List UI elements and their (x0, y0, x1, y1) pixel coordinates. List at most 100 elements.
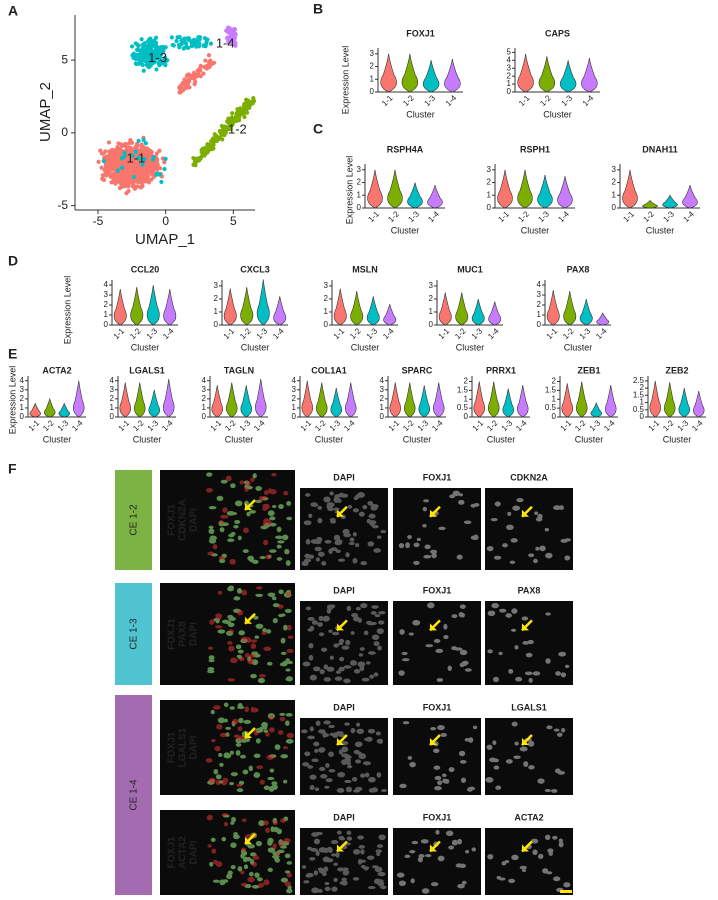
nucleus (346, 765, 353, 769)
cell-point (237, 114, 242, 119)
x-tick-label: 1-2 (238, 326, 253, 341)
nucleus (338, 558, 346, 562)
nucleus (338, 749, 344, 755)
nucleus (258, 882, 265, 887)
nucleus (210, 535, 215, 542)
nucleus (527, 639, 534, 645)
cell-point (111, 164, 117, 169)
x-tick-label: 1-4 (514, 418, 529, 433)
y-tick-label: 1 (214, 307, 219, 316)
nucleus (404, 854, 411, 859)
y-tick-label: 3 (324, 281, 329, 290)
nucleus (251, 884, 260, 889)
y-axis-title: Expression Level (344, 156, 354, 225)
violin (223, 288, 237, 326)
nucleus (437, 780, 443, 786)
nucleus (219, 762, 224, 767)
nucleus (285, 676, 293, 682)
nucleus (339, 656, 345, 662)
nucleus (253, 615, 259, 620)
nucleus (468, 737, 474, 743)
nucleus (333, 877, 338, 882)
cell-point (126, 189, 131, 194)
y-tick-label: 2 (507, 71, 512, 80)
nucleus (243, 719, 252, 724)
x-tick-label: 1-2 (348, 326, 363, 341)
nucleus (431, 552, 437, 559)
x-tick-label: 1-2 (561, 326, 576, 341)
nucleus (238, 630, 245, 636)
nucleus (237, 866, 243, 872)
cell-point (232, 27, 238, 32)
y-tick-label: 3 (292, 385, 297, 394)
nucleus (346, 836, 353, 841)
nucleus (377, 871, 386, 877)
nucleus (523, 761, 529, 767)
nucleus (375, 731, 381, 736)
nucleus (318, 747, 326, 753)
nucleus (311, 887, 320, 894)
nucleus (365, 620, 373, 625)
nucleus (341, 746, 349, 753)
nucleus (309, 774, 317, 780)
nucleus (227, 870, 233, 876)
nucleus (324, 886, 331, 892)
nucleus (373, 641, 380, 647)
nucleus (409, 849, 416, 854)
gene-title: MUC1 (457, 264, 483, 274)
nucleus (377, 620, 385, 625)
violin (407, 182, 423, 209)
nucleus (353, 668, 361, 674)
channel-title: DAPI (333, 812, 355, 822)
cell-point (217, 135, 222, 140)
y-tick-label: 0 (464, 412, 469, 421)
panel-letter: D (8, 253, 18, 269)
nucleus (250, 477, 255, 482)
nucleus (332, 732, 339, 738)
nucleus (228, 645, 235, 652)
nucleus (437, 724, 445, 731)
x-axis-title: Cluster (521, 225, 550, 235)
cell-point (198, 74, 203, 79)
cell-point (237, 117, 242, 122)
y-tick-label: 2 (552, 377, 557, 386)
nucleus (244, 487, 249, 492)
cell-point (154, 167, 160, 172)
nucleus (301, 865, 307, 869)
cell-point (149, 58, 154, 63)
nucleus (357, 617, 362, 623)
x-tick-label: 1-1 (366, 209, 381, 224)
nucleus (553, 728, 560, 732)
nucleus (516, 497, 524, 503)
nucleus (333, 534, 341, 541)
nucleus (376, 739, 383, 744)
x-tick-label: 1-4 (486, 326, 501, 341)
nucleus (248, 765, 253, 772)
nucleus (223, 702, 229, 707)
nucleus (211, 848, 217, 854)
nucleus (373, 672, 379, 677)
nucleus (378, 834, 386, 841)
nucleus (511, 628, 517, 632)
x-tick-label: 1-1 (380, 93, 395, 108)
y-tick-label: 0 (292, 412, 297, 421)
x-axis-title: Cluster (315, 434, 344, 444)
merge-channel-label: FOXJ1 (167, 731, 178, 763)
nucleus (311, 758, 319, 763)
nucleus (311, 847, 317, 852)
nucleus (271, 472, 277, 477)
arrowhead (245, 837, 252, 844)
nucleus (265, 554, 272, 560)
violin (678, 388, 690, 418)
nucleus (339, 880, 347, 885)
arrowhead (336, 509, 344, 517)
cell-point (113, 171, 118, 176)
cell-point (146, 65, 152, 70)
nucleus (309, 784, 315, 791)
nucleus (363, 630, 369, 636)
nucleus (305, 872, 314, 878)
cell-point (150, 157, 156, 162)
nucleus (459, 759, 467, 764)
x-tick-label: 1-3 (56, 418, 71, 433)
channel-image (300, 718, 388, 795)
